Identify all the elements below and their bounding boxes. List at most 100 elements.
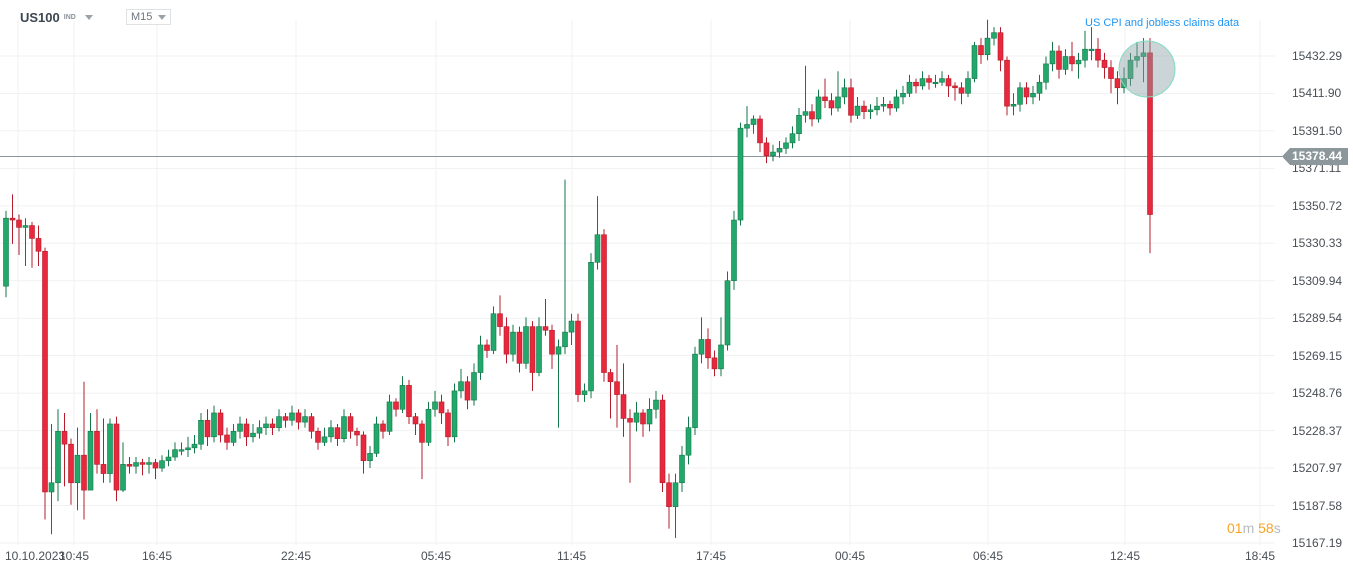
- candle-up: [250, 432, 256, 438]
- price-tick-label: 15391.50: [1292, 123, 1343, 138]
- candle-up: [555, 346, 562, 355]
- candle-down: [828, 100, 835, 109]
- candle-down: [29, 225, 35, 239]
- timeframe-label: M15: [131, 11, 153, 23]
- candle-down: [360, 434, 367, 462]
- candle-up: [971, 45, 978, 79]
- candle-up: [256, 427, 263, 434]
- candle-up: [172, 449, 178, 458]
- candle-down: [529, 326, 536, 373]
- candle-down: [627, 418, 633, 423]
- time-tick-label: 05:45: [421, 549, 452, 563]
- candle-up: [906, 81, 913, 94]
- price-tick-label: 15228.37: [1292, 423, 1343, 438]
- candle-down: [61, 431, 68, 445]
- candle-up: [22, 225, 29, 228]
- candle-down: [705, 339, 711, 359]
- candle-down: [315, 431, 321, 443]
- candle-down: [666, 482, 672, 507]
- price-tick-label: 15269.15: [1292, 348, 1343, 363]
- candle-up: [230, 431, 237, 443]
- candle-up: [841, 87, 848, 98]
- candle-up: [633, 412, 640, 423]
- candle-down: [997, 32, 1004, 61]
- candle-up: [919, 78, 926, 87]
- chevron-down-icon: [84, 15, 93, 20]
- candle-down: [94, 431, 100, 465]
- candle-down: [347, 416, 354, 432]
- symbol-selector[interactable]: US100 IND: [20, 10, 93, 25]
- candle-down: [308, 416, 315, 432]
- candle-up: [724, 280, 731, 346]
- candle-down: [1108, 67, 1114, 79]
- candle-up: [328, 427, 334, 438]
- candle-up: [1121, 78, 1127, 89]
- candle-up: [471, 372, 477, 401]
- candle-up: [263, 423, 269, 428]
- candle-down: [711, 357, 718, 370]
- candle-up: [367, 453, 373, 462]
- candle-down: [68, 443, 74, 484]
- candle-down: [620, 394, 627, 419]
- candle-up: [321, 436, 328, 443]
- candle-down: [614, 381, 620, 395]
- time-tick-label: 10.10.2023: [5, 549, 66, 563]
- time-tick-label: 17:45: [696, 549, 727, 563]
- candle-down: [516, 331, 523, 364]
- candle-down: [16, 219, 22, 228]
- price-tick-label: 15207.97: [1292, 461, 1343, 476]
- candle-down: [217, 412, 224, 436]
- candle-down: [9, 217, 16, 221]
- candle-down: [419, 423, 425, 443]
- candle-down: [607, 372, 614, 383]
- candle-up: [87, 431, 94, 491]
- candle-down: [380, 423, 386, 432]
- candle-down: [412, 416, 419, 425]
- candle-down: [1023, 87, 1030, 98]
- candle-down: [484, 344, 490, 351]
- chevron-down-icon: [158, 14, 167, 20]
- candle-down: [464, 381, 471, 401]
- candle-up: [55, 431, 61, 484]
- symbol-name: US100: [20, 10, 60, 25]
- candle-up: [692, 353, 698, 428]
- candle-down: [126, 464, 133, 467]
- candle-up: [965, 78, 971, 94]
- candle-up: [984, 37, 991, 55]
- candle-down: [640, 412, 646, 425]
- candle-down: [757, 118, 763, 144]
- candle-down: [601, 234, 607, 373]
- candle-up: [536, 326, 542, 373]
- candle-up: [900, 92, 906, 98]
- candle-up: [874, 105, 880, 111]
- candle-up: [373, 423, 380, 454]
- candle-up: [854, 105, 861, 116]
- candle-down: [334, 427, 341, 439]
- candle-down: [1114, 78, 1121, 89]
- candle-up: [341, 416, 347, 439]
- candle-up: [490, 313, 497, 351]
- candle-up: [932, 81, 939, 85]
- candle-up: [698, 339, 705, 355]
- price-tick-label: 15309.94: [1292, 273, 1343, 288]
- candle-up: [1134, 56, 1140, 61]
- candle-down: [204, 419, 211, 438]
- candle-up: [802, 111, 809, 116]
- price-tick-label: 15330.33: [1292, 236, 1343, 251]
- candle-down: [926, 78, 932, 83]
- candle-down: [152, 462, 159, 469]
- candle-up: [198, 419, 204, 445]
- candle-up: [867, 109, 874, 112]
- candle-up: [1036, 81, 1043, 94]
- candle-up: [120, 464, 126, 491]
- time-tick-label: 00:45: [835, 549, 866, 563]
- timeframe-selector[interactable]: M15: [126, 9, 172, 25]
- candle-up: [3, 217, 9, 287]
- candle-down: [1069, 56, 1075, 65]
- candle-up: [893, 96, 900, 109]
- candle-up: [672, 482, 679, 507]
- price-tick-label: 15432.29: [1292, 49, 1343, 63]
- candle-up: [770, 151, 776, 157]
- candle-up: [1049, 50, 1056, 65]
